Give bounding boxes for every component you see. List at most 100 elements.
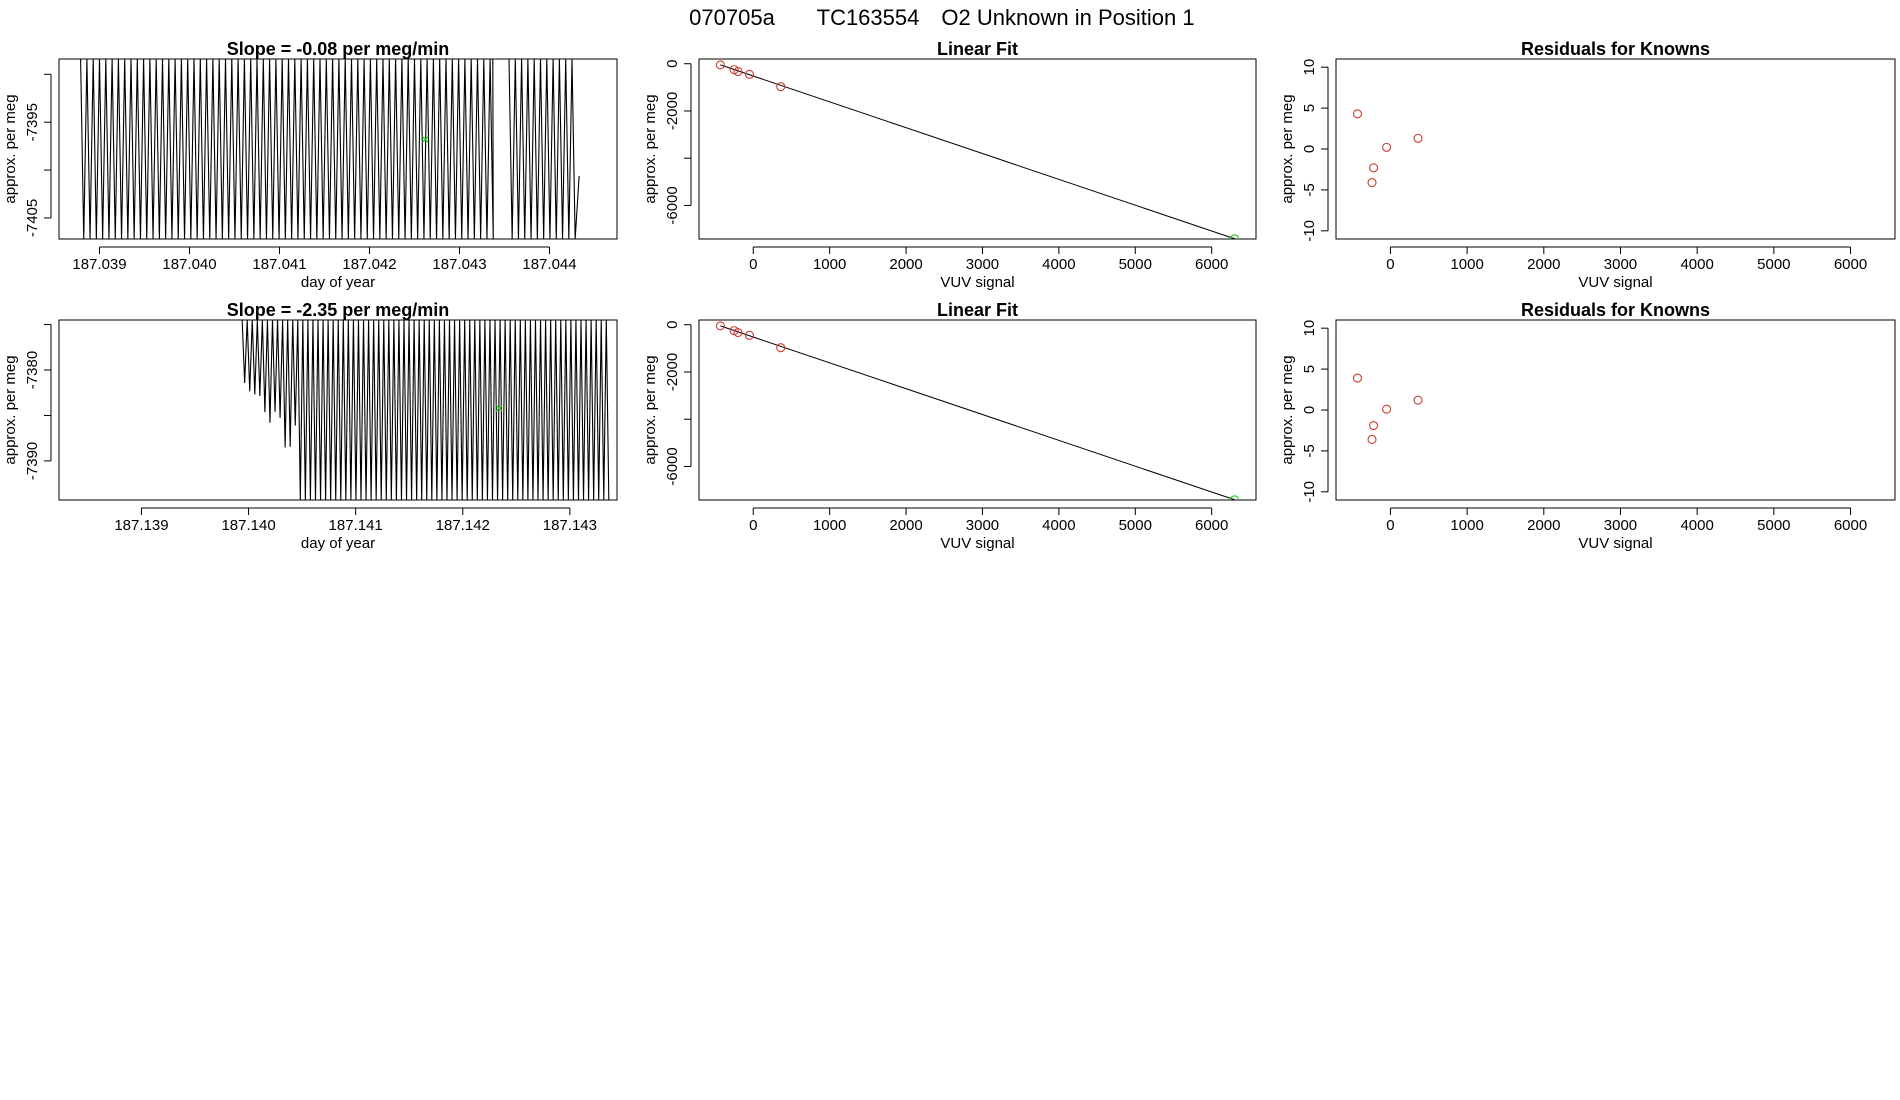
x-tick-label: 2000 bbox=[1527, 517, 1560, 534]
known-point bbox=[1367, 177, 1377, 188]
y-tick-label: -2000 bbox=[664, 92, 681, 130]
known-point bbox=[744, 330, 754, 340]
plot-title: Slope = -2.35 per meg/min bbox=[227, 300, 450, 320]
y-tick-label: 5 bbox=[1301, 104, 1318, 112]
x-tick-label: 187.139 bbox=[114, 517, 168, 534]
x-axis: 0 1000 2000 3000 4000 5000 6000 bbox=[749, 507, 1228, 534]
x-tick-label: 3000 bbox=[1604, 256, 1637, 273]
known-point bbox=[1382, 404, 1392, 414]
x-tick-label: 187.043 bbox=[432, 256, 486, 273]
x-tick-label: 187.042 bbox=[342, 256, 396, 273]
trace-line bbox=[241, 320, 610, 500]
known-point bbox=[1369, 420, 1379, 431]
x-tick-label: 1000 bbox=[813, 517, 846, 534]
x-tick-label: 0 bbox=[1386, 517, 1394, 534]
known-point bbox=[776, 82, 786, 92]
x-tick-label: 187.041 bbox=[252, 256, 306, 273]
known-point bbox=[733, 66, 743, 77]
y-axis-label: approx. per meg bbox=[1279, 355, 1296, 464]
figure-title-run: 070705a bbox=[689, 5, 775, 30]
y-tick-label: -5 bbox=[1301, 183, 1318, 196]
y-axis: -7405 -7395 bbox=[24, 73, 52, 237]
plot-data bbox=[1352, 109, 1423, 188]
x-axis-label: day of year bbox=[301, 274, 375, 291]
y-axis: 0 -2000 -6000 bbox=[664, 321, 692, 486]
x-axis-label: VUV signal bbox=[940, 274, 1014, 291]
known-point bbox=[1352, 373, 1363, 383]
plot-title: Residuals for Knowns bbox=[1521, 300, 1710, 320]
y-tick-label: -10 bbox=[1301, 220, 1318, 242]
x-tick-label: 187.044 bbox=[522, 256, 576, 273]
known-point bbox=[1369, 163, 1379, 173]
plot-data bbox=[241, 320, 610, 500]
x-axis: 0 1000 2000 3000 4000 5000 6000 bbox=[1386, 246, 1867, 273]
x-tick-label: 3000 bbox=[966, 517, 999, 534]
unknown-marker bbox=[495, 404, 503, 412]
y-tick-label: 0 bbox=[1301, 145, 1318, 153]
x-tick-label: 0 bbox=[749, 256, 757, 273]
x-tick-label: 6000 bbox=[1195, 256, 1228, 273]
x-tick-label: 5000 bbox=[1757, 256, 1790, 273]
y-tick-label: -7405 bbox=[24, 199, 41, 237]
x-tick-label: 0 bbox=[1386, 256, 1394, 273]
x-tick-label: 6000 bbox=[1834, 256, 1867, 273]
plot-data bbox=[1352, 373, 1423, 445]
known-point bbox=[776, 343, 786, 353]
known-point bbox=[715, 321, 725, 331]
x-tick-label: 187.039 bbox=[72, 256, 126, 273]
x-axis: 187.139 187.140 187.141 187.142 187.143 bbox=[114, 507, 597, 534]
plot-title: Linear Fit bbox=[937, 39, 1018, 59]
fit-line bbox=[720, 64, 1235, 239]
x-tick-label: 4000 bbox=[1680, 256, 1713, 273]
x-axis-label: VUV signal bbox=[1578, 274, 1652, 291]
y-tick-label: -7390 bbox=[24, 442, 41, 480]
y-tick-label: -6000 bbox=[664, 186, 681, 224]
x-tick-label: 2000 bbox=[889, 517, 922, 534]
known-point bbox=[733, 327, 743, 338]
y-tick-label: 10 bbox=[1301, 320, 1318, 337]
y-tick-label: 10 bbox=[1301, 59, 1318, 76]
unknown-point bbox=[1230, 234, 1240, 239]
x-tick-label: 1000 bbox=[1450, 256, 1483, 273]
y-axis: 10 5 0 -5 -10 bbox=[1301, 320, 1329, 503]
plot-data bbox=[715, 60, 1240, 239]
y-axis-label: approx. per meg bbox=[642, 94, 659, 203]
fit-line bbox=[720, 325, 1235, 500]
y-tick-label: -6000 bbox=[664, 447, 681, 485]
x-axis-label: day of year bbox=[301, 535, 375, 552]
y-tick-label: -7395 bbox=[24, 103, 41, 141]
plot-frame bbox=[1335, 319, 1896, 501]
known-point bbox=[1413, 395, 1423, 405]
plot-data bbox=[80, 59, 580, 239]
x-tick-label: 5000 bbox=[1757, 517, 1790, 534]
x-tick-label: 4000 bbox=[1680, 517, 1713, 534]
panel-p2: Linear Fit 0 1000 2000 3000 4000 5000 6000 VUV s… bbox=[642, 39, 1257, 291]
plot-data bbox=[715, 321, 1240, 500]
y-tick-label: -2000 bbox=[664, 353, 681, 391]
plot-title: Linear Fit bbox=[937, 300, 1018, 320]
y-axis-label: approx. per meg bbox=[1279, 94, 1296, 203]
panel-p5: Linear Fit 0 1000 2000 3000 4000 5000 6000 VUV s… bbox=[642, 300, 1257, 552]
y-axis: 0 -2000 -6000 bbox=[664, 60, 692, 225]
x-tick-label: 3000 bbox=[1604, 517, 1637, 534]
x-tick-label: 6000 bbox=[1195, 517, 1228, 534]
y-tick-label: 0 bbox=[664, 321, 681, 329]
x-tick-label: 5000 bbox=[1119, 256, 1152, 273]
x-tick-label: 187.142 bbox=[436, 517, 490, 534]
plot-title: Residuals for Knowns bbox=[1521, 39, 1710, 59]
x-tick-label: 1000 bbox=[813, 256, 846, 273]
x-axis: 0 1000 2000 3000 4000 5000 6000 bbox=[1386, 507, 1867, 534]
y-axis-label: approx. per meg bbox=[2, 94, 19, 203]
x-axis-label: VUV signal bbox=[940, 535, 1014, 552]
y-tick-label: 5 bbox=[1301, 365, 1318, 373]
x-tick-label: 6000 bbox=[1834, 517, 1867, 534]
y-axis: 10 5 0 -5 -10 bbox=[1301, 59, 1329, 242]
panel-p4: Slope = -2.35 per meg/min 187.139 187.140 1… bbox=[2, 300, 618, 552]
known-point bbox=[1382, 142, 1392, 152]
known-point bbox=[1413, 133, 1423, 143]
y-axis-label: approx. per meg bbox=[642, 355, 659, 464]
trace-line bbox=[80, 59, 580, 239]
